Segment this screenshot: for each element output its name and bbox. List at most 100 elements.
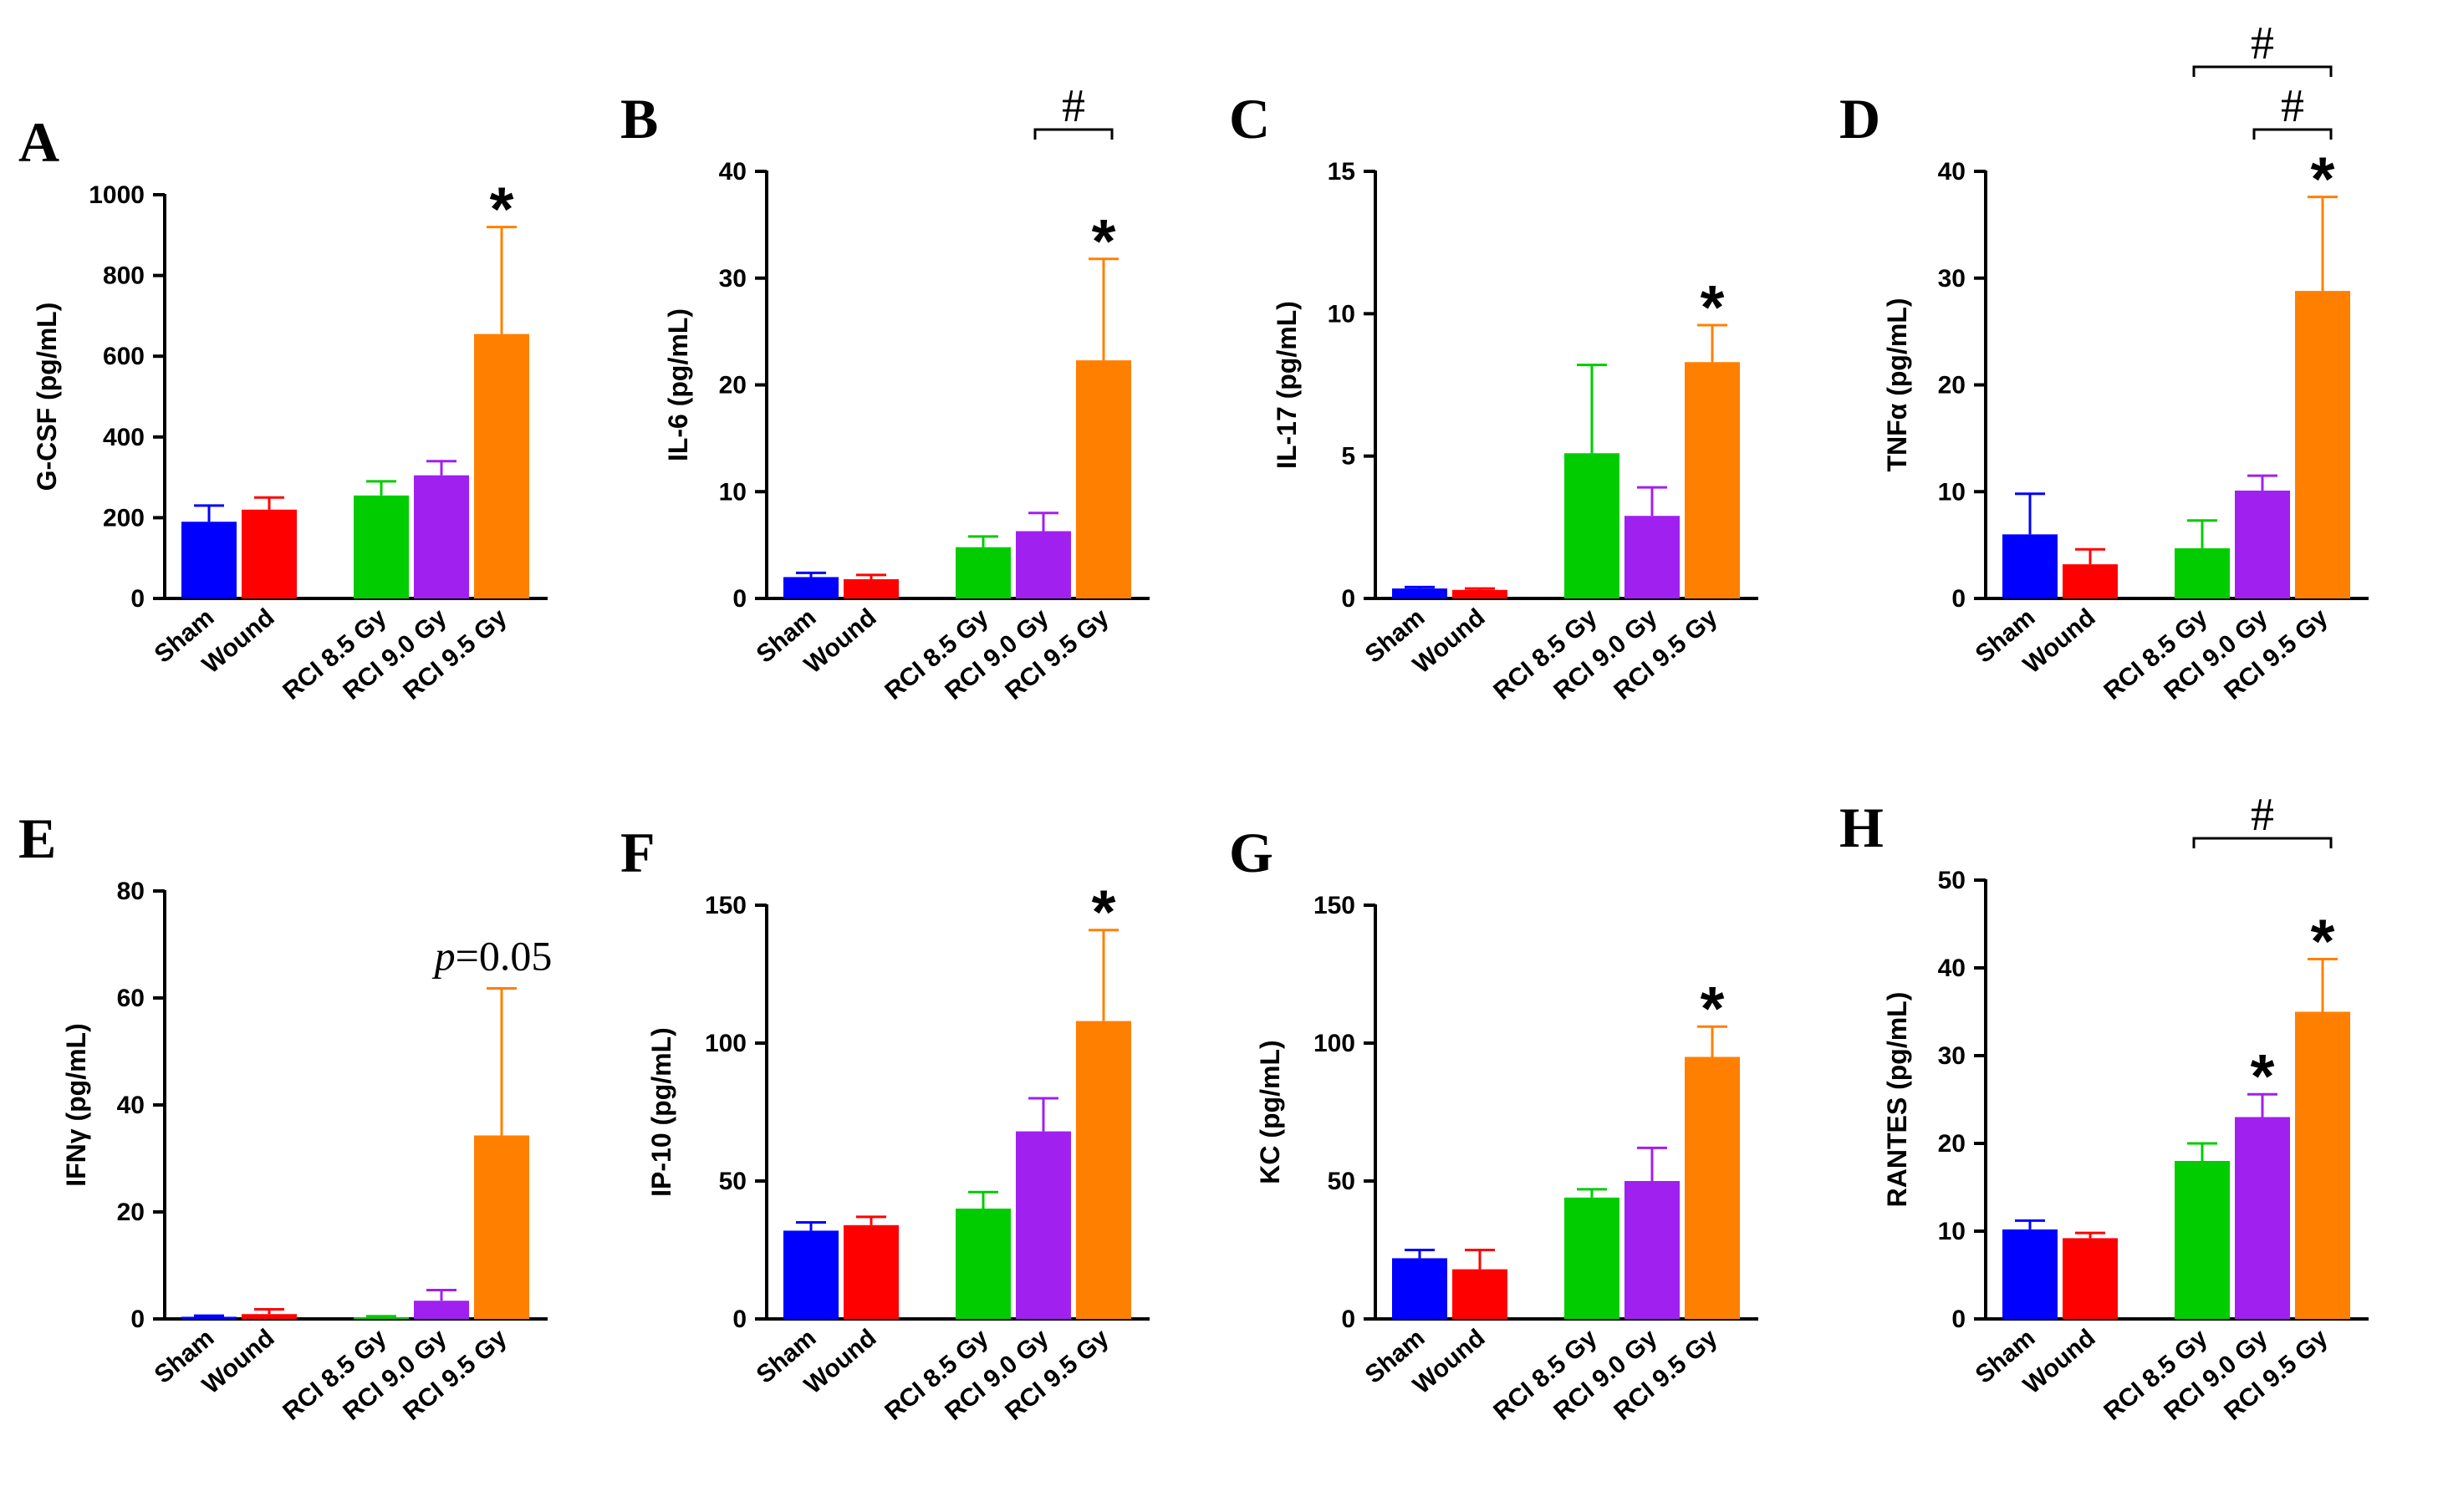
y-tick-label: 200 bbox=[103, 504, 145, 532]
y-tick-label: 0 bbox=[1951, 585, 1966, 613]
y-tick-label: 20 bbox=[1938, 1130, 1966, 1158]
significance-bracket bbox=[2192, 837, 2333, 848]
y-axis-label: IFNγ (pg/mL) bbox=[61, 1023, 91, 1187]
significance-star: * bbox=[1092, 206, 1116, 276]
y-tick-label: 40 bbox=[117, 1092, 145, 1119]
bar-rci-9-0-gy bbox=[2235, 490, 2290, 598]
panel-letter: E bbox=[18, 807, 56, 870]
bar-rci-9-0-gy bbox=[2235, 1117, 2290, 1319]
panel-letter: D bbox=[1839, 87, 1880, 150]
y-axis-label: TNFα (pg/mL) bbox=[1882, 298, 1912, 471]
bar-sham bbox=[2002, 534, 2058, 598]
bracket-hash: # bbox=[1062, 80, 1085, 132]
panel-letter: A bbox=[18, 110, 59, 174]
bar-wound bbox=[242, 1314, 297, 1319]
bar-rci-8-5-gy bbox=[1564, 1197, 1619, 1319]
significance-star: * bbox=[490, 175, 514, 244]
y-tick-label: 40 bbox=[719, 158, 747, 186]
y-tick-label: 600 bbox=[103, 343, 145, 370]
bar-rci-8-5-gy bbox=[956, 547, 1011, 598]
bracket-hash: # bbox=[2251, 18, 2274, 69]
bar-rci-9-0-gy bbox=[1624, 1181, 1680, 1319]
significance-bracket bbox=[2192, 65, 2333, 77]
y-tick-label: 0 bbox=[732, 1306, 747, 1333]
significance-star: * bbox=[2311, 145, 2335, 214]
bar-rci-9-5-gy bbox=[1076, 1021, 1131, 1319]
bar-wound bbox=[844, 1224, 899, 1319]
y-tick-label: 100 bbox=[1313, 1030, 1355, 1057]
y-axis-label: RANTES (pg/mL) bbox=[1882, 992, 1912, 1208]
bar-sham bbox=[783, 577, 839, 598]
panel-letter: F bbox=[620, 821, 655, 884]
panel-letter: B bbox=[620, 87, 658, 150]
bar-rci-9-0-gy bbox=[1016, 531, 1071, 598]
y-tick-label: 150 bbox=[1313, 892, 1355, 919]
bar-rci-8-5-gy bbox=[2175, 1161, 2230, 1319]
bar-sham bbox=[783, 1230, 839, 1319]
bar-rci-9-5-gy bbox=[474, 333, 529, 598]
y-tick-label: 0 bbox=[130, 585, 145, 613]
y-tick-label: 0 bbox=[1341, 1306, 1355, 1333]
y-tick-label: 60 bbox=[117, 985, 145, 1012]
bar-rci-9-5-gy bbox=[2295, 1011, 2350, 1319]
y-tick-label: 0 bbox=[732, 585, 747, 613]
y-tick-label: 800 bbox=[103, 262, 145, 290]
y-tick-label: 10 bbox=[1328, 300, 1355, 328]
bracket-hash: # bbox=[2251, 789, 2274, 841]
bar-wound bbox=[2063, 1238, 2118, 1319]
significance-star: * bbox=[1701, 974, 1725, 1043]
y-tick-label: 0 bbox=[130, 1306, 145, 1333]
p-value-annotation: p=0.05 bbox=[432, 932, 553, 979]
y-tick-label: 400 bbox=[103, 424, 145, 451]
y-tick-label: 30 bbox=[719, 265, 747, 293]
y-tick-label: 1000 bbox=[89, 181, 145, 209]
p-value-text: =0.05 bbox=[456, 932, 553, 979]
significance-bracket bbox=[2252, 128, 2333, 140]
bar-rci-8-5-gy bbox=[354, 495, 409, 598]
panel-letter: H bbox=[1839, 796, 1884, 859]
y-tick-label: 20 bbox=[719, 372, 747, 400]
significance-star: * bbox=[2311, 907, 2335, 976]
y-axis-label: IL-6 (pg/mL) bbox=[663, 308, 693, 461]
bar-rci-9-0-gy bbox=[1624, 516, 1680, 598]
y-axis-label: KC (pg/mL) bbox=[1255, 1040, 1285, 1184]
p-value-symbol: p bbox=[432, 932, 456, 979]
y-axis-label: IL-17 (pg/mL) bbox=[1272, 301, 1302, 469]
bar-wound bbox=[2063, 564, 2118, 598]
y-tick-label: 30 bbox=[1938, 265, 1966, 293]
y-tick-label: 80 bbox=[117, 878, 145, 905]
bar-rci-9-5-gy bbox=[474, 1135, 529, 1319]
y-tick-label: 20 bbox=[1938, 372, 1966, 400]
y-tick-label: 15 bbox=[1328, 158, 1355, 186]
y-tick-label: 0 bbox=[1951, 1306, 1966, 1333]
bar-wound bbox=[1452, 589, 1507, 598]
bar-rci-9-5-gy bbox=[1685, 362, 1740, 598]
significance-star: * bbox=[1701, 272, 1725, 342]
bar-rci-9-5-gy bbox=[2295, 291, 2350, 598]
y-tick-label: 150 bbox=[705, 892, 747, 919]
bar-sham bbox=[181, 522, 237, 598]
y-tick-label: 100 bbox=[705, 1030, 747, 1057]
significance-star: * bbox=[2251, 1041, 2275, 1111]
bar-sham bbox=[2002, 1229, 2058, 1319]
panel-letter: G bbox=[1229, 821, 1273, 884]
bar-rci-9-5-gy bbox=[1685, 1056, 1740, 1319]
y-tick-label: 50 bbox=[1328, 1168, 1355, 1195]
y-tick-label: 50 bbox=[719, 1168, 747, 1195]
y-tick-label: 10 bbox=[719, 478, 747, 506]
significance-star: * bbox=[1092, 878, 1116, 947]
y-tick-label: 5 bbox=[1341, 443, 1355, 471]
y-tick-label: 20 bbox=[117, 1199, 145, 1226]
bar-rci-8-5-gy bbox=[956, 1209, 1011, 1319]
bar-wound bbox=[242, 509, 297, 598]
y-tick-label: 50 bbox=[1938, 867, 1966, 894]
y-tick-label: 30 bbox=[1938, 1042, 1966, 1070]
significance-bracket bbox=[1033, 128, 1114, 140]
